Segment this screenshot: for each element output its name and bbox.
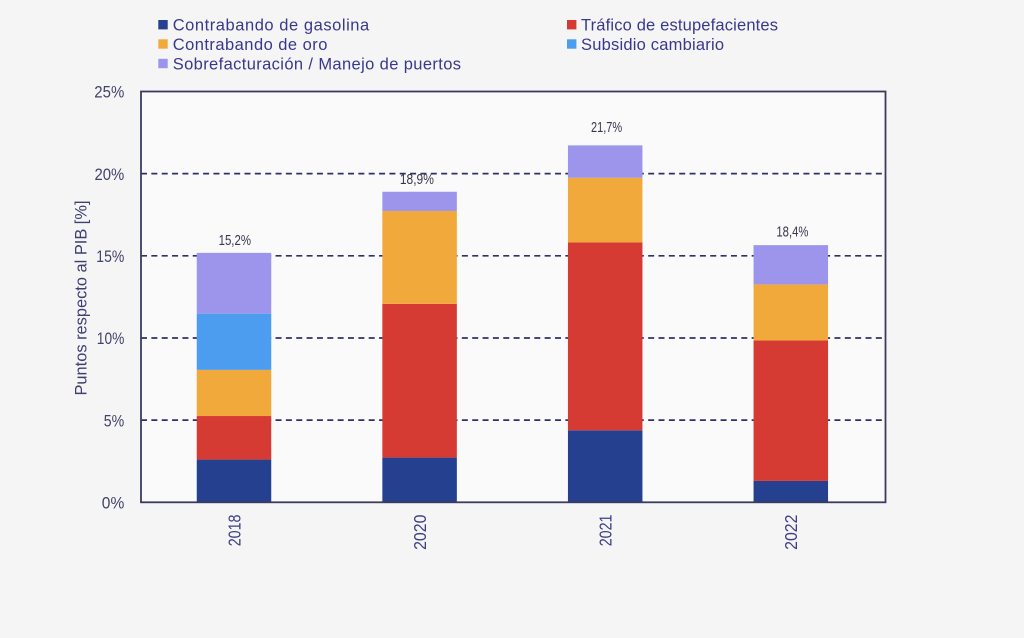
svg-text:Contrabando de oro: Contrabando de oro — [173, 36, 328, 54]
svg-text:10%: 10% — [97, 329, 125, 348]
svg-text:2018: 2018 — [224, 515, 244, 547]
svg-text:2022: 2022 — [781, 515, 801, 550]
svg-text:Subsidio cambiario: Subsidio cambiario — [581, 36, 724, 54]
svg-text:0%: 0% — [102, 494, 125, 513]
svg-text:21,7%: 21,7% — [591, 119, 622, 136]
svg-text:18,4%: 18,4% — [776, 224, 808, 241]
svg-text:2020: 2020 — [410, 514, 430, 550]
svg-text:15,2%: 15,2% — [219, 232, 251, 249]
svg-text:18,9%: 18,9% — [400, 171, 434, 188]
svg-text:25%: 25% — [94, 83, 124, 102]
svg-text:Puntos respecto al PIB [%]: Puntos respecto al PIB [%] — [72, 201, 91, 396]
svg-text:5%: 5% — [104, 411, 125, 430]
svg-text:15%: 15% — [96, 247, 124, 266]
svg-text:Contrabando de gasolina: Contrabando de gasolina — [173, 17, 370, 35]
svg-text:20%: 20% — [95, 165, 125, 184]
svg-text:2021: 2021 — [596, 515, 616, 547]
svg-text:Sobrefacturación / Manejo de p: Sobrefacturación / Manejo de puertos — [173, 56, 461, 74]
svg-text:Tráfico de estupefacientes: Tráfico de estupefacientes — [581, 17, 778, 35]
